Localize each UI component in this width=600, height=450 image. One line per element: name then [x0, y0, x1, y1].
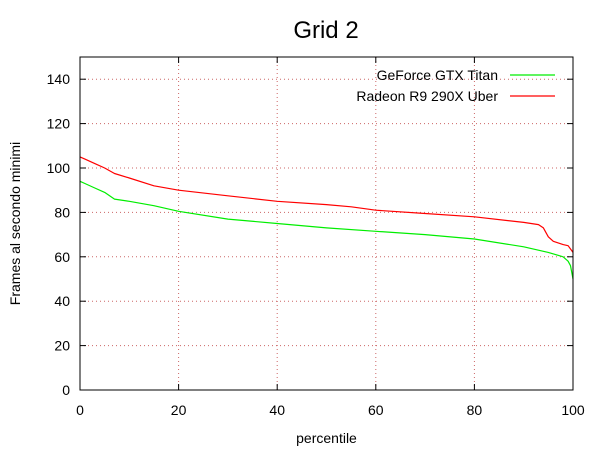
x-tick-label: 40	[269, 402, 285, 418]
y-tick-label: 120	[47, 116, 71, 132]
y-tick-label: 100	[47, 160, 71, 176]
plot-frame	[79, 56, 574, 391]
x-tick-label: 20	[171, 402, 187, 418]
axis-ticks: 0 20 40 60 80 100 120 140 0 20 40 60 80 100	[47, 57, 585, 418]
y-tick-label: 140	[47, 71, 71, 87]
y-tick-label: 40	[54, 293, 70, 309]
y-tick-label: 80	[54, 204, 70, 220]
y-tick-label: 0	[62, 382, 70, 398]
x-tick-label: 0	[76, 402, 84, 418]
y-tick-label: 60	[54, 249, 70, 265]
x-tick-label: 60	[368, 402, 384, 418]
x-tick-label: 80	[467, 402, 483, 418]
series-layer	[79, 156, 574, 280]
legend: GeForce GTX Titan Radeon R9 290X Uber	[356, 67, 555, 104]
y-tick-label: 20	[54, 338, 70, 354]
chart-title: Grid 2	[293, 17, 358, 44]
y-axis-label: Frames al secondo minimi	[7, 142, 23, 305]
legend-label-1: GeForce GTX Titan	[377, 67, 498, 83]
legend-label-2: Radeon R9 290X Uber	[356, 88, 498, 104]
x-tick-label: 100	[561, 402, 585, 418]
series-line-1	[79, 180, 574, 280]
series-line-2	[79, 156, 574, 253]
x-axis-label: percentile	[296, 430, 357, 446]
